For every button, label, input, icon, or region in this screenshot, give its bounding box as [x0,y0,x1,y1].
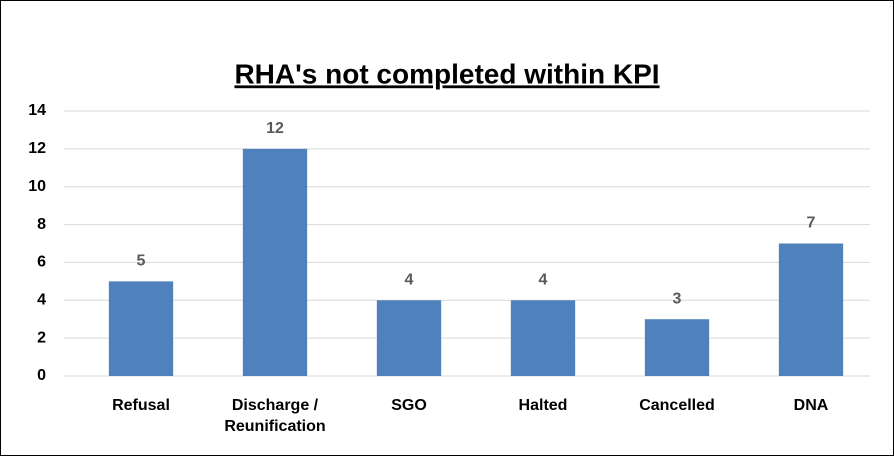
x-tick-label: Discharge / Reunification [224,397,326,435]
bar [644,319,710,376]
y-tick-label: 6 [37,254,46,271]
y-tick-label: 8 [37,216,46,233]
bar [108,281,174,376]
x-tick-label: DNA [793,397,829,414]
value-label: 12 [266,120,284,137]
value-label: 7 [807,215,816,232]
y-tick-label: 4 [37,292,46,309]
value-label: 4 [539,272,548,289]
bar [376,300,442,376]
x-tick-label: Cancelled [639,397,715,414]
x-tick-label: Refusal [112,397,170,414]
x-tick-label: Halted [518,397,568,414]
y-tick-label: 12 [28,140,46,157]
bar [242,148,308,376]
value-label: 4 [405,272,414,289]
y-tick-label: 2 [37,329,46,346]
y-tick-label: 0 [37,367,46,384]
chart-title: RHA's not completed within KPI [234,58,659,89]
x-tick-label: SGO [391,397,427,414]
bar [510,300,576,376]
y-tick-label: 10 [28,178,46,195]
value-label: 5 [137,253,146,270]
y-tick-label: 14 [28,102,46,119]
bar [778,243,844,376]
value-label: 3 [673,290,682,307]
